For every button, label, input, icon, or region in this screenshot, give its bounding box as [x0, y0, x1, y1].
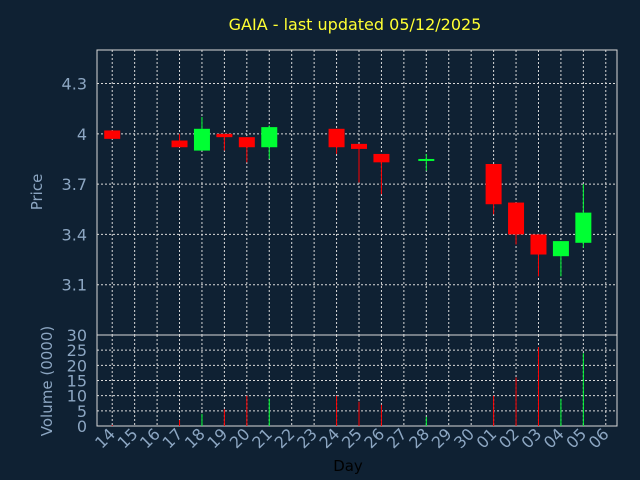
price-tick-label: 3.7 [62, 175, 87, 194]
candle-body [485, 164, 502, 205]
candle-body [171, 140, 188, 148]
candle-body [552, 241, 569, 257]
price-tick-labels: 3.1 3.4 3.7 4 4.3 [62, 75, 87, 295]
candle-body [104, 130, 121, 139]
volume-tick-label: 15 [67, 372, 87, 391]
candlestick [485, 164, 502, 215]
volume-tick-label: 25 [67, 341, 87, 360]
candle-body [193, 128, 210, 151]
volume-axis-label: Volume (0000) [38, 326, 56, 436]
candlestick [216, 133, 233, 151]
candlestick [508, 202, 525, 245]
price-tick-label: 4.3 [62, 75, 87, 94]
day-tick-labels: 1415161718192021222324252627282930010203… [91, 424, 612, 452]
candlestick [530, 234, 547, 277]
price-tick-label: 3.1 [62, 276, 87, 295]
candlestick [238, 137, 255, 163]
candle-body [508, 202, 525, 235]
candlestick [351, 143, 367, 183]
candle-body [351, 143, 367, 149]
candle-body [238, 137, 255, 148]
candlestick [261, 125, 278, 159]
candle-body [530, 234, 547, 255]
volume-tick-label: 20 [67, 356, 87, 375]
candlestick [104, 130, 121, 139]
price-axis-label: Price [28, 174, 46, 211]
candle-body [261, 127, 278, 148]
day-tick-label: 06 [585, 424, 613, 452]
volume-tick-label: 30 [67, 326, 87, 345]
candlestick [373, 153, 390, 195]
chart-title: GAIA - last updated 05/12/2025 [229, 15, 482, 34]
candlestick [575, 184, 592, 248]
volume-tick-label: 5 [77, 402, 87, 421]
price-tick-label: 4 [77, 125, 87, 144]
candle-body [575, 212, 592, 243]
candlestick [171, 133, 188, 148]
candle-body [216, 133, 233, 138]
price-tick-label: 3.4 [62, 225, 87, 244]
volume-bar-series [111, 347, 584, 426]
candlestick [418, 153, 435, 171]
volume-tick-label: 0 [77, 417, 87, 436]
candlestick-series [104, 117, 592, 277]
price-panel [96, 49, 618, 336]
candle-body [418, 158, 435, 161]
candlestick [552, 241, 569, 277]
candlestick [193, 117, 210, 151]
candlestick [328, 128, 345, 154]
candle-body [373, 153, 390, 163]
candle-body [328, 128, 345, 148]
x-axis-label: Day [333, 457, 363, 475]
volume-tick-label: 10 [67, 387, 87, 406]
